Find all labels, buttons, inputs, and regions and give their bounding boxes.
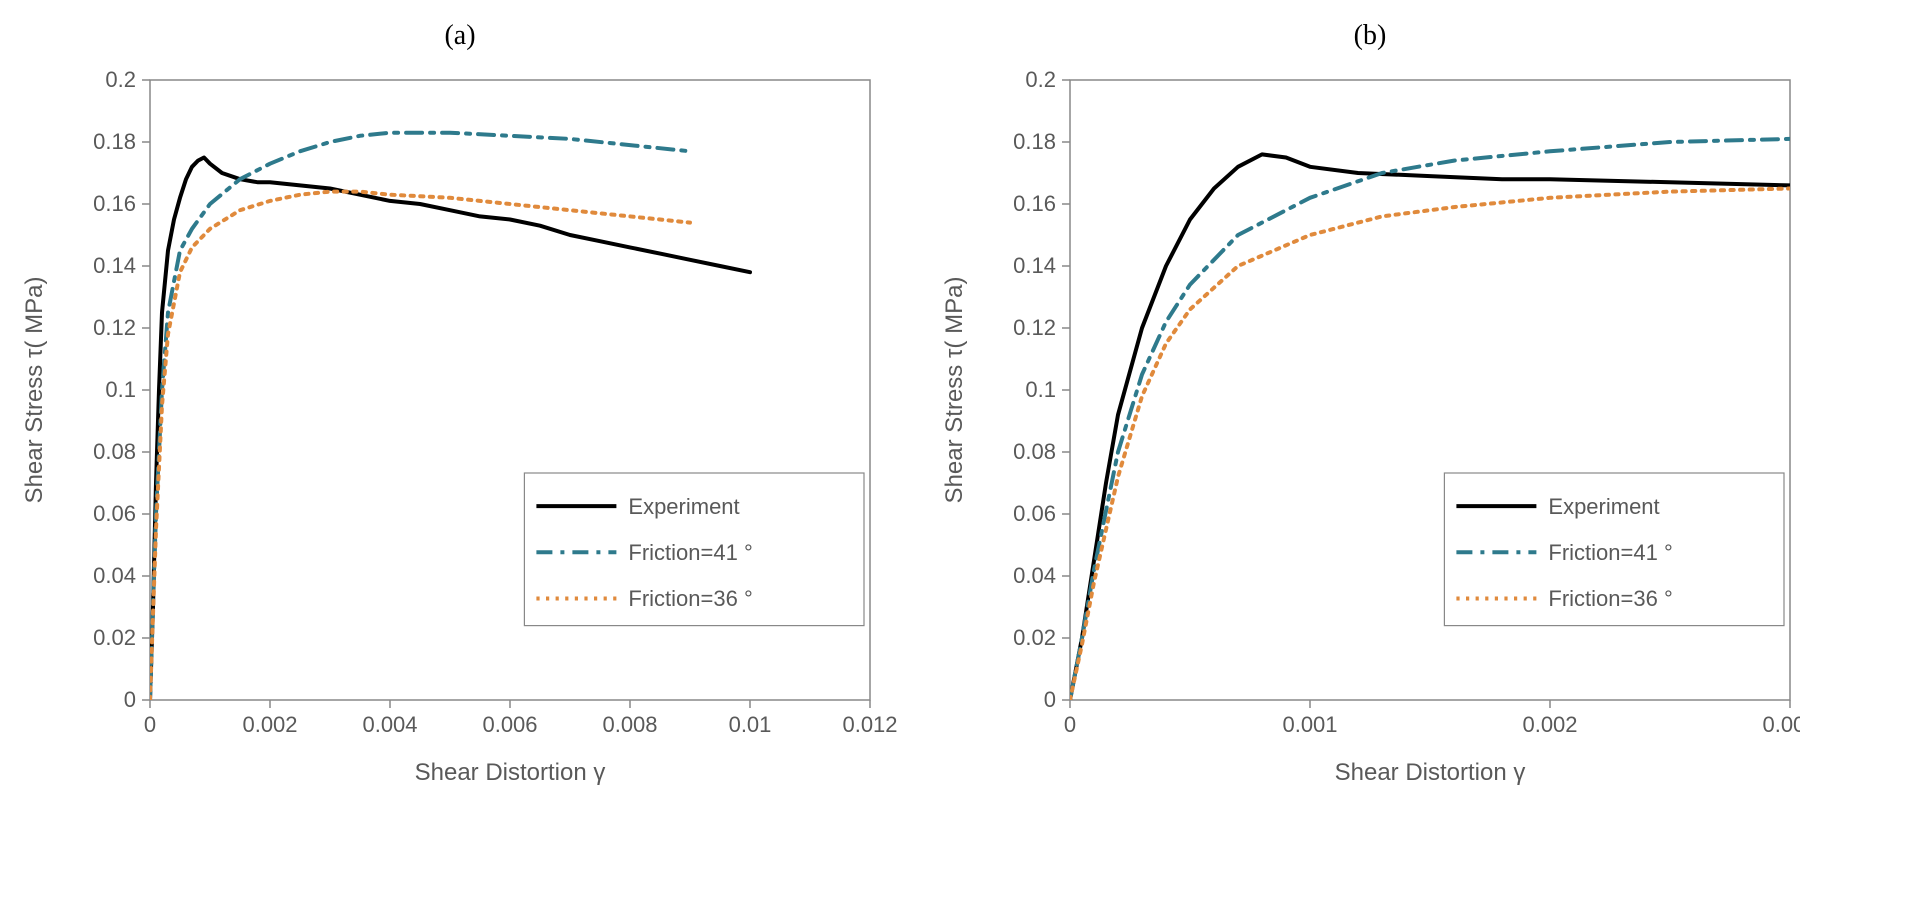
subplot-label-a: (a) — [20, 20, 900, 52]
legend-label: Friction=36 ° — [1548, 586, 1672, 611]
xtick-label: 0.012 — [842, 712, 897, 737]
ytick-label: 0.12 — [93, 315, 136, 340]
ytick-label: 0 — [1044, 687, 1056, 712]
ytick-label: 0.06 — [1013, 501, 1056, 526]
ytick-label: 0.02 — [1013, 625, 1056, 650]
xtick-label: 0.008 — [602, 712, 657, 737]
legend-label: Friction=41 ° — [628, 540, 752, 565]
xtick-label: 0.002 — [1522, 712, 1577, 737]
chart-svg-a: 0 0.02 0.04 0.06 0.08 0.1 0.12 0.14 0.16 0.18 0.2 0… — [20, 60, 900, 790]
ytick-label: 0.08 — [1013, 439, 1056, 464]
ytick-label: 0.16 — [93, 191, 136, 216]
legend-label: Friction=36 ° — [628, 586, 752, 611]
ytick-label: 0.1 — [1025, 377, 1056, 402]
ylabel: Shear Stress τ( MPa) — [941, 277, 968, 504]
xtick-label: 0.002 — [242, 712, 297, 737]
xlabel: Shear Distortion γ — [415, 759, 606, 786]
ytick-label: 0.18 — [93, 129, 136, 154]
ytick-label: 0.14 — [93, 253, 136, 278]
xlabel: Shear Distortion γ — [1335, 759, 1526, 786]
ytick-label: 0.2 — [105, 67, 136, 92]
ytick-label: 0.08 — [93, 439, 136, 464]
ytick-label: 0.1 — [105, 377, 136, 402]
subplot-label-b: (b) — [940, 20, 1800, 52]
ytick-label: 0.02 — [93, 625, 136, 650]
chart-b: (b) 0 0.02 0.04 0.06 0.08 0.1 0.12 0.14 0.16 0.18… — [940, 20, 1800, 790]
xtick-label: 0.004 — [362, 712, 417, 737]
chart-a: (a) 0 0.02 0.04 0.06 0.08 0.1 0.12 0.14 0.16 0.18… — [20, 20, 900, 790]
chart-svg-b: 0 0.02 0.04 0.06 0.08 0.1 0.12 0.14 0.16 0.18 0.2 0… — [940, 60, 1800, 790]
legend-label: Experiment — [628, 494, 739, 519]
xtick-label: 0 — [144, 712, 156, 737]
ytick-label: 0.04 — [1013, 563, 1056, 588]
ytick-label: 0.04 — [93, 563, 136, 588]
xtick-label: 0.001 — [1282, 712, 1337, 737]
ylabel: Shear Stress τ( MPa) — [21, 277, 48, 504]
xtick-label: 0 — [1064, 712, 1076, 737]
xtick-label: 0.003 — [1762, 712, 1800, 737]
ytick-label: 0.14 — [1013, 253, 1056, 278]
ytick-label: 0.2 — [1025, 67, 1056, 92]
ytick-label: 0.12 — [1013, 315, 1056, 340]
ytick-label: 0 — [124, 687, 136, 712]
ytick-label: 0.06 — [93, 501, 136, 526]
xtick-label: 0.006 — [482, 712, 537, 737]
ytick-label: 0.16 — [1013, 191, 1056, 216]
legend-label: Experiment — [1548, 494, 1659, 519]
legend-label: Friction=41 ° — [1548, 540, 1672, 565]
ytick-label: 0.18 — [1013, 129, 1056, 154]
xtick-label: 0.01 — [729, 712, 772, 737]
